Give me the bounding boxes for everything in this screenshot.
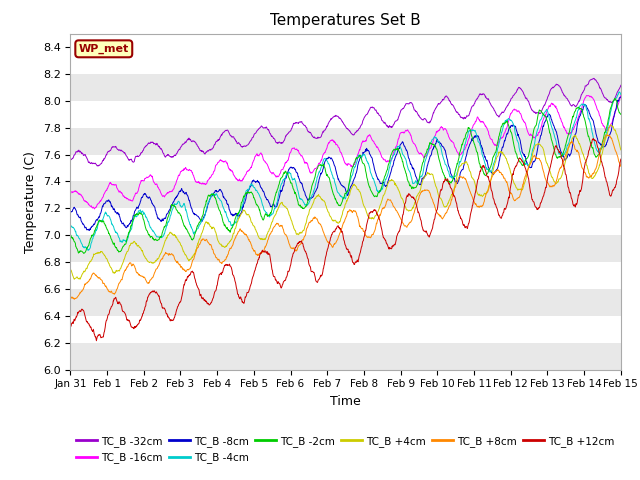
- Text: WP_met: WP_met: [79, 44, 129, 54]
- Bar: [70, 181, 621, 208]
- Bar: [70, 74, 621, 101]
- Bar: [70, 289, 621, 316]
- Bar: [70, 128, 621, 155]
- Bar: [70, 343, 621, 370]
- Title: Temperatures Set B: Temperatures Set B: [270, 13, 421, 28]
- Bar: [70, 235, 621, 262]
- X-axis label: Time: Time: [330, 395, 361, 408]
- Legend: TC_B -32cm, TC_B -16cm, TC_B -8cm, TC_B -4cm, TC_B -2cm, TC_B +4cm, TC_B +8cm, T: TC_B -32cm, TC_B -16cm, TC_B -8cm, TC_B …: [72, 432, 619, 468]
- Y-axis label: Temperature (C): Temperature (C): [24, 151, 37, 252]
